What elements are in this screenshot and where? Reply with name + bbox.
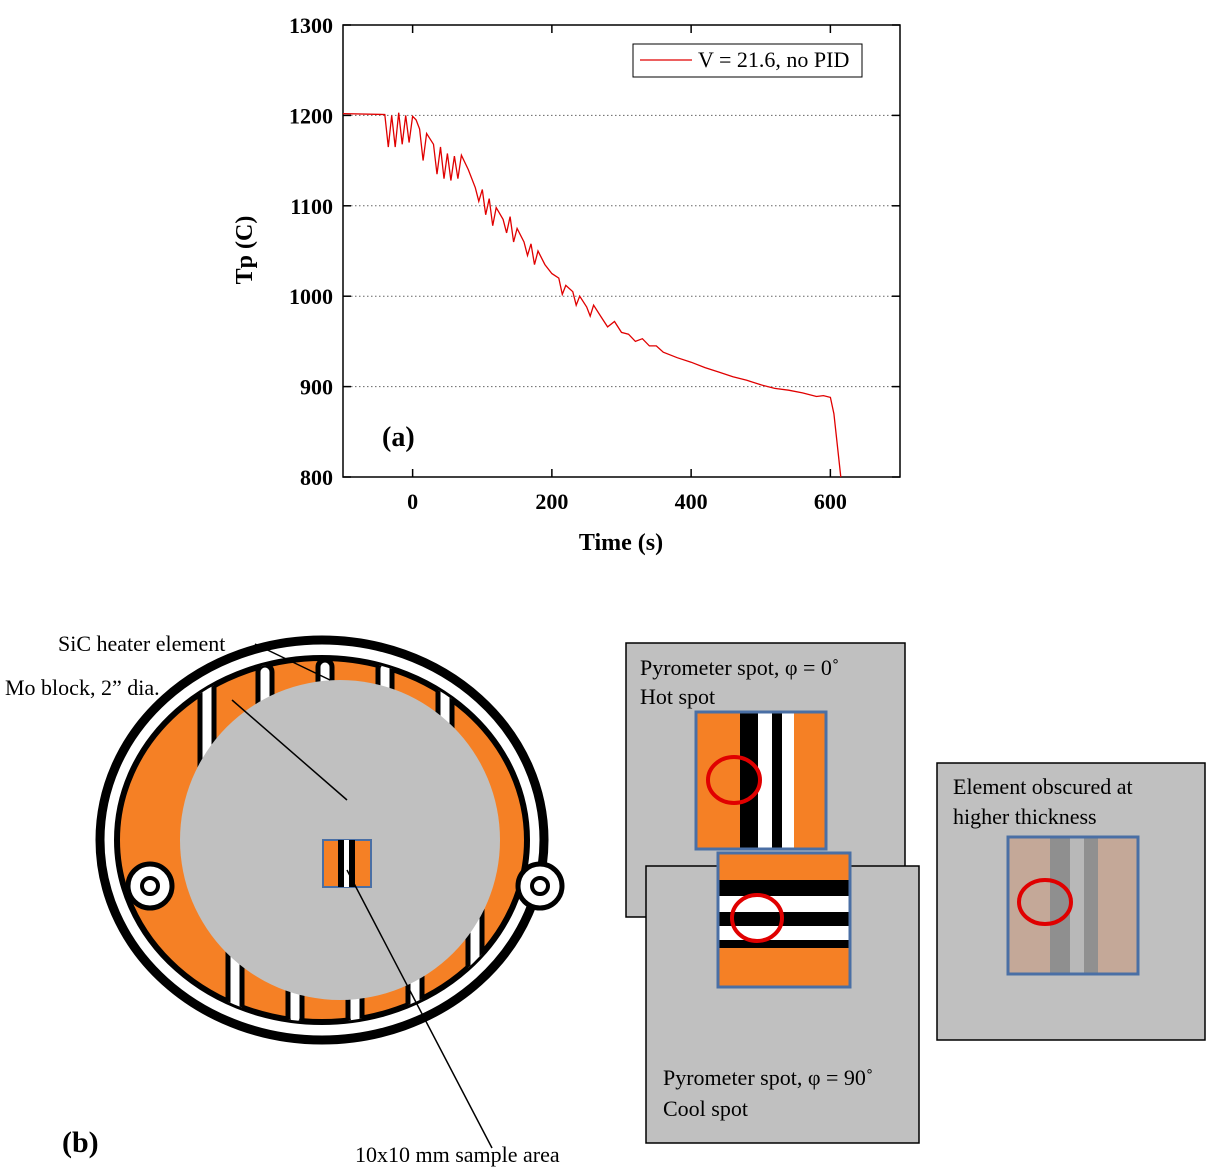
x-axis-label: Time (s) bbox=[579, 530, 663, 556]
box-text: Pyrometer spot, φ = 90˚ bbox=[663, 1065, 873, 1090]
legend-label: V = 21.6, no PID bbox=[698, 47, 849, 72]
x-tick-label: 0 bbox=[407, 489, 418, 514]
y-tick-label: 1100 bbox=[290, 194, 333, 219]
box-text: higher thickness bbox=[953, 804, 1097, 829]
x-tick-label: 200 bbox=[535, 489, 568, 514]
box-text: Hot spot bbox=[640, 684, 715, 709]
box-text: Pyrometer spot, φ = 0˚ bbox=[640, 655, 839, 680]
panel-label: (b) bbox=[62, 1126, 99, 1159]
plot-frame bbox=[343, 25, 900, 477]
sample-label: 10x10 mm sample area bbox=[355, 1142, 560, 1167]
annotation: (a) bbox=[382, 422, 415, 453]
y-tick-label: 1200 bbox=[289, 103, 333, 128]
box-text: Element obscured at bbox=[953, 774, 1133, 799]
y-tick-label: 1000 bbox=[289, 284, 333, 309]
x-tick-label: 400 bbox=[675, 489, 708, 514]
y-tick-label: 900 bbox=[300, 375, 333, 400]
box-text: Cool spot bbox=[663, 1096, 748, 1121]
figure: SiC heater element Mo block, 2” dia. 10x… bbox=[0, 0, 1206, 1168]
data-line bbox=[343, 113, 841, 477]
block-label: Mo block, 2” dia. bbox=[5, 675, 160, 700]
heater-label: SiC heater element bbox=[58, 631, 225, 656]
y-axis-label: Tp (C) bbox=[232, 216, 258, 285]
heater-diagram bbox=[100, 640, 1205, 1148]
x-tick-label: 600 bbox=[814, 489, 847, 514]
y-tick-label: 800 bbox=[300, 465, 333, 490]
page: {"chart_data": {"type": "line", "x_label… bbox=[0, 0, 1206, 1173]
y-tick-label: 1300 bbox=[289, 13, 333, 38]
